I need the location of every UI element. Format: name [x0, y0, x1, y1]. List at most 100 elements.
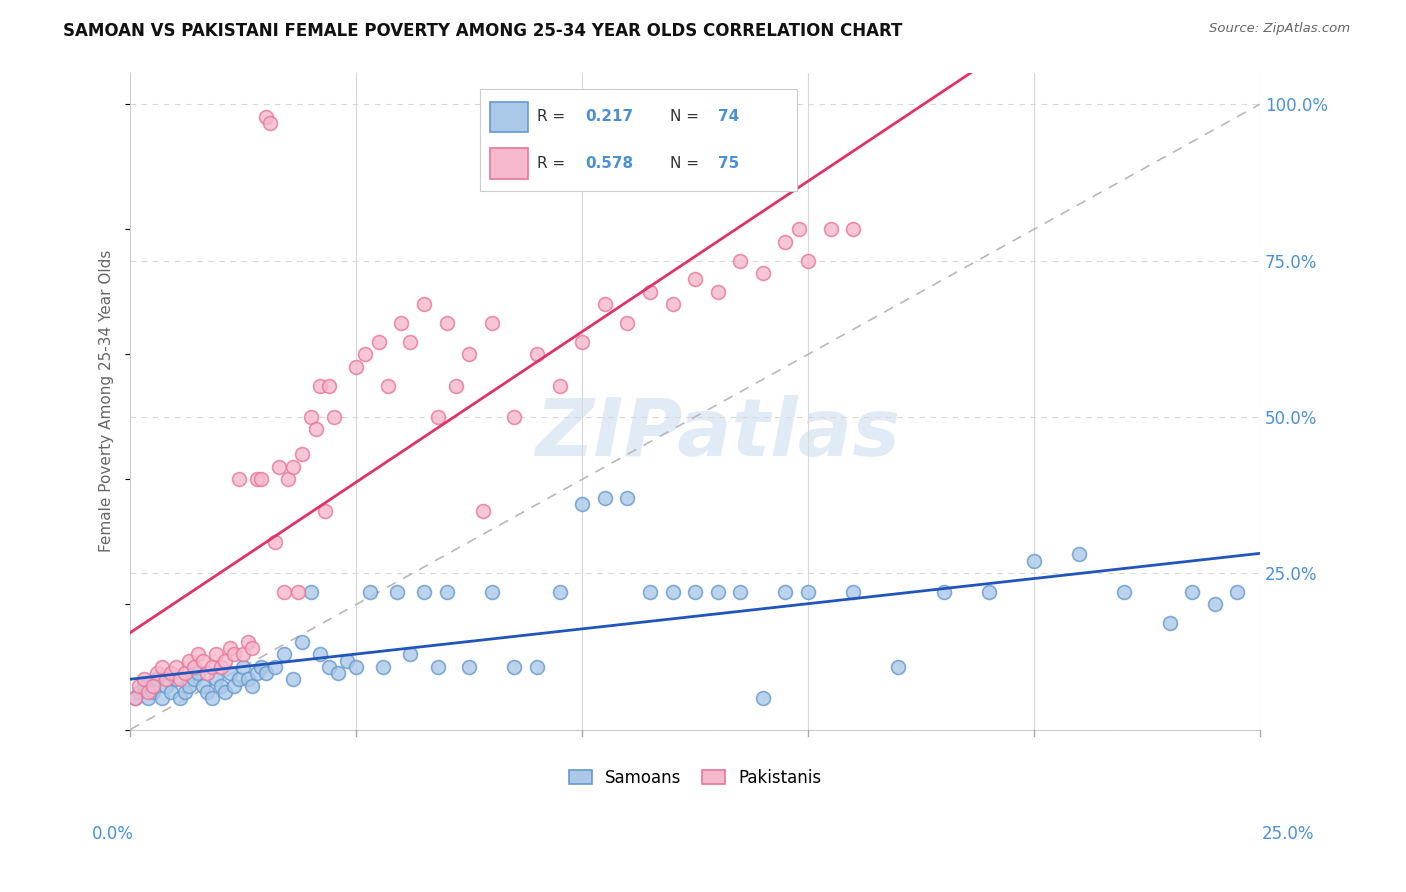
- Point: [706, 585, 728, 599]
- Point: [195, 685, 218, 699]
- Point: [616, 316, 638, 330]
- Point: [273, 648, 295, 662]
- Point: [775, 235, 797, 249]
- Point: [683, 272, 706, 286]
- Point: [169, 691, 191, 706]
- Point: [191, 654, 214, 668]
- Point: [328, 666, 350, 681]
- Text: SAMOAN VS PAKISTANI FEMALE POVERTY AMONG 25-34 YEAR OLDS CORRELATION CHART: SAMOAN VS PAKISTANI FEMALE POVERTY AMONG…: [63, 22, 903, 40]
- Point: [842, 585, 865, 599]
- Point: [273, 585, 295, 599]
- Point: [165, 673, 187, 687]
- Point: [124, 691, 146, 706]
- Point: [187, 648, 209, 662]
- Point: [277, 472, 299, 486]
- Point: [228, 673, 250, 687]
- Point: [638, 585, 661, 599]
- Point: [138, 691, 160, 706]
- Point: [232, 648, 254, 662]
- Point: [214, 685, 236, 699]
- Point: [177, 679, 200, 693]
- Point: [593, 297, 616, 311]
- Point: [205, 648, 228, 662]
- Point: [132, 679, 155, 693]
- Point: [314, 503, 336, 517]
- Point: [299, 409, 322, 424]
- Point: [391, 316, 413, 330]
- Point: [1226, 585, 1249, 599]
- Point: [752, 266, 775, 280]
- Point: [661, 297, 683, 311]
- Point: [481, 585, 503, 599]
- Point: [209, 660, 232, 674]
- Point: [291, 635, 314, 649]
- Point: [150, 691, 173, 706]
- Point: [616, 491, 638, 505]
- Point: [436, 316, 458, 330]
- Point: [150, 660, 173, 674]
- Point: [526, 347, 548, 361]
- Point: [250, 472, 273, 486]
- Point: [201, 691, 224, 706]
- Point: [344, 660, 367, 674]
- Point: [309, 378, 332, 392]
- Point: [399, 334, 422, 349]
- Point: [142, 679, 165, 693]
- Point: [124, 691, 146, 706]
- Point: [359, 585, 381, 599]
- Point: [730, 585, 752, 599]
- Text: 25.0%: 25.0%: [1263, 825, 1315, 843]
- Point: [264, 535, 287, 549]
- Point: [503, 660, 526, 674]
- Point: [638, 285, 661, 299]
- Point: [336, 654, 359, 668]
- Point: [169, 673, 191, 687]
- Point: [344, 359, 367, 374]
- Point: [173, 685, 195, 699]
- Point: [309, 648, 332, 662]
- Point: [752, 691, 775, 706]
- Point: [413, 297, 436, 311]
- Point: [571, 497, 593, 511]
- Point: [128, 685, 150, 699]
- Point: [201, 660, 224, 674]
- Point: [426, 660, 449, 674]
- Point: [797, 253, 820, 268]
- Point: [254, 666, 277, 681]
- Point: [269, 459, 291, 474]
- Point: [155, 679, 177, 693]
- Point: [458, 347, 481, 361]
- Point: [281, 673, 304, 687]
- Point: [165, 660, 187, 674]
- Point: [1069, 548, 1091, 562]
- Point: [787, 222, 810, 236]
- Y-axis label: Female Poverty Among 25-34 Year Olds: Female Poverty Among 25-34 Year Olds: [100, 250, 114, 552]
- Point: [187, 666, 209, 681]
- Point: [526, 660, 548, 674]
- Text: ZIPatlas: ZIPatlas: [536, 395, 900, 473]
- Point: [593, 491, 616, 505]
- Point: [399, 648, 422, 662]
- Point: [661, 585, 683, 599]
- Point: [291, 447, 314, 461]
- Point: [458, 660, 481, 674]
- Legend: Samoans, Pakistanis: Samoans, Pakistanis: [562, 762, 828, 793]
- Point: [177, 654, 200, 668]
- Point: [503, 409, 526, 424]
- Point: [218, 666, 240, 681]
- Point: [287, 585, 309, 599]
- Point: [322, 409, 344, 424]
- Text: Source: ZipAtlas.com: Source: ZipAtlas.com: [1209, 22, 1350, 36]
- Point: [240, 641, 263, 656]
- Point: [706, 285, 728, 299]
- Point: [160, 666, 183, 681]
- Point: [571, 334, 593, 349]
- Point: [413, 585, 436, 599]
- Point: [481, 316, 503, 330]
- Point: [209, 679, 232, 693]
- Point: [548, 378, 571, 392]
- Point: [250, 660, 273, 674]
- Point: [318, 660, 340, 674]
- Point: [232, 660, 254, 674]
- Point: [132, 673, 155, 687]
